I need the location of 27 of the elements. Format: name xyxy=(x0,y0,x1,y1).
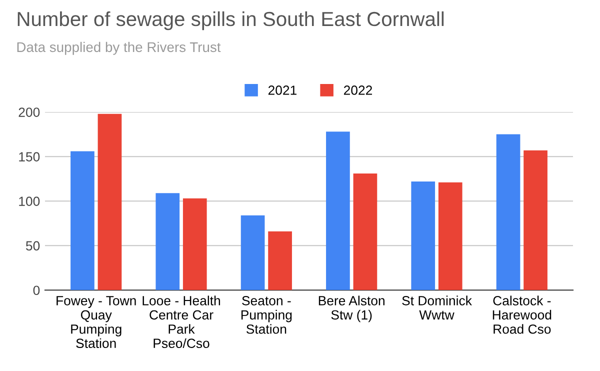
chart-subtitle: Data supplied by the Rivers Trust xyxy=(17,42,221,55)
x-tick-label: Calstock - Harewood Road Cso xyxy=(492,296,552,334)
bar xyxy=(353,173,378,290)
legend-label: 2022 xyxy=(344,86,372,95)
y-tick-label: 100 xyxy=(19,196,40,206)
x-tick-label: St Dominick Wwtw xyxy=(402,296,472,320)
bar xyxy=(182,198,207,290)
chart-title: Number of sewage spills in South East Cornwall xyxy=(18,11,444,30)
legend-label: 2021 xyxy=(268,86,296,95)
y-tick-label: 0 xyxy=(33,286,40,296)
x-tick-label: Seaton - Pumping Station xyxy=(241,296,292,334)
y-tick-label: 200 xyxy=(18,108,40,117)
bar xyxy=(70,151,94,290)
bar xyxy=(98,114,122,290)
x-tick-label: Bere Alston Stw (1) xyxy=(318,296,384,322)
bar xyxy=(326,132,350,290)
x-tick-label: Fowey - Town Quay Pumping Station xyxy=(56,296,136,348)
y-tick-label: 150 xyxy=(19,152,40,162)
bar xyxy=(524,150,548,290)
x-tick-label: Looe - Health Centre Car Park Pseo/Cso xyxy=(142,296,220,348)
bar xyxy=(438,182,462,290)
y-tick-label: 50 xyxy=(26,241,40,251)
bar xyxy=(411,181,436,290)
bar xyxy=(496,134,520,290)
bar xyxy=(268,231,292,290)
bar xyxy=(240,215,265,290)
bar xyxy=(156,193,180,290)
